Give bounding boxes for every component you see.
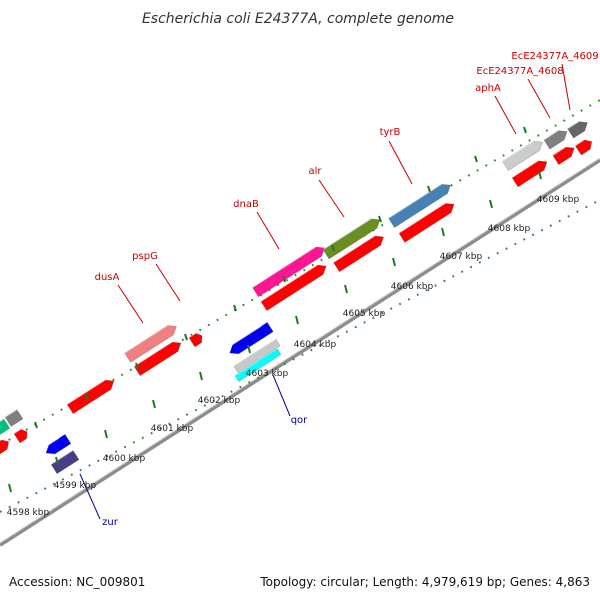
gene-label-dnaB: dnaB <box>233 199 259 210</box>
kbp-tick-mark-5 <box>247 344 251 354</box>
outer-ring-tick-1 <box>85 393 89 401</box>
gene-bar-EcE24377A_4608 <box>543 130 568 150</box>
feature-layer <box>0 121 593 475</box>
leader-line-dnaB <box>256 211 280 250</box>
gene-bar-aphA <box>502 140 543 171</box>
kbp-tick-label: 4601 kbp <box>151 424 194 434</box>
gene-bar-EcE24377A_4609 <box>567 121 588 139</box>
genome-summary-text: Topology: circular; Length: 4,979,619 bp… <box>259 575 590 589</box>
leader-line-EcE24377A_4608 <box>527 78 551 119</box>
gene-bar-tyrB <box>388 183 451 228</box>
kbp-tick-label: 4600 kbp <box>103 454 146 464</box>
kbp-tick-label: 4605 kbp <box>343 309 386 319</box>
outer-ring-tick-10 <box>523 126 527 134</box>
outer-ring-tick-2 <box>135 362 139 370</box>
gene-label-aphA: aphA <box>475 83 501 94</box>
kbp-tick-mark-4 <box>199 371 203 381</box>
kbp-tick-label: 4609 kbp <box>537 195 580 205</box>
gene-label-EcE24377A_4609: EcE24377A_4609 <box>511 51 598 62</box>
backbone-line <box>0 158 600 547</box>
cds-forward-3 <box>333 235 384 273</box>
leader-line-tyrB <box>388 140 413 185</box>
gene-bar-reverse-blue <box>226 321 274 355</box>
gene-bar-left-gray <box>4 409 24 427</box>
gene-label-pspG: pspG <box>132 251 158 262</box>
kbp-tick-mark-2 <box>104 429 108 439</box>
kbp-tick-label: 4602 kbp <box>198 396 241 406</box>
kbp-tick-label: 4606 kbp <box>391 282 434 292</box>
kbp-tick-label: 4603 kbp <box>246 369 289 379</box>
gene-bar-pspG <box>124 324 177 363</box>
gene-bar-zur <box>50 449 80 475</box>
kbp-tick-label: 4598 kbp <box>7 508 50 518</box>
outer-ring-tick-9 <box>474 155 478 163</box>
gene-bar-zur-upper <box>42 433 72 455</box>
gene-label-qor: qor <box>291 415 308 426</box>
cds-forward-6 <box>552 146 575 165</box>
gene-bar-reverse-gray <box>233 338 281 374</box>
kbp-tick-mark-7 <box>344 284 348 294</box>
gene-label-EcE24377A_4608: EcE24377A_4608 <box>476 66 563 77</box>
outer-ring-tick-5 <box>282 275 286 283</box>
gene-bar-qor <box>234 348 282 382</box>
accession-text: Accession: NC_009801 <box>9 575 145 589</box>
kbp-tick-label: 4599 kbp <box>54 481 97 491</box>
tick-layer: 4598 kbp 4599 kbp 4600 kbp 4601 kbp 4602 kbp… <box>7 126 580 518</box>
kbp-tick-mark-11 <box>538 170 542 180</box>
kbp-tick-mark-10 <box>489 199 493 209</box>
gene-label-zur: zur <box>102 517 119 528</box>
leader-line-EcE24377A_4609 <box>561 63 571 111</box>
map-ring-layer <box>0 99 600 547</box>
guide-dots-inner <box>0 199 600 513</box>
map-title: Escherichia coli E24377A, complete genom… <box>142 11 454 27</box>
cds-forward-1 <box>133 341 182 377</box>
gene-bar-left-teal <box>0 418 11 438</box>
leader-line-aphA <box>494 95 517 135</box>
kbp-tick-mark-8 <box>392 257 396 267</box>
kbp-tick-mark-0 <box>8 483 12 493</box>
gene-label-layer: dusA pspG dnaB alr tyrB aphA EcE24377A_4608 EcE… <box>79 51 599 528</box>
cds-forward-9 <box>13 428 28 444</box>
kbp-tick-mark-6 <box>295 315 299 325</box>
cds-forward-10 <box>0 439 10 456</box>
backbone-highlight <box>0 157 600 544</box>
gene-label-alr: alr <box>308 166 322 177</box>
cds-forward-0 <box>66 379 115 415</box>
cds-forward-4 <box>398 202 455 243</box>
outer-ring-tick-8 <box>427 185 431 193</box>
leader-line-dusA <box>117 284 144 324</box>
cds-forward-2 <box>260 264 327 312</box>
cds-forward-5 <box>511 160 548 188</box>
leader-line-qor <box>272 374 291 417</box>
gene-bar-dnaB <box>252 246 325 298</box>
cds-forward-8 <box>188 332 203 348</box>
kbp-tick-mark-3 <box>152 399 156 409</box>
gene-label-tyrB: tyrB <box>380 127 401 138</box>
kbp-tick-label: 4607 kbp <box>440 252 483 262</box>
gene-bar-alr <box>322 218 381 260</box>
leader-line-pspG <box>155 263 181 302</box>
kbp-tick-label: 4604 kbp <box>294 340 337 350</box>
outer-ring-tick-0 <box>34 421 38 429</box>
kbp-tick-mark-9 <box>441 227 445 237</box>
cds-forward-7 <box>574 139 593 156</box>
outer-ring-tick-3 <box>184 333 188 341</box>
leader-line-zur <box>79 473 101 520</box>
outer-ring-tick-7 <box>378 215 382 223</box>
kbp-tick-mark-1 <box>55 456 59 466</box>
leader-line-alr <box>318 179 345 218</box>
kbp-tick-label: 4608 kbp <box>488 224 531 234</box>
outer-ring-tick-4 <box>233 304 237 312</box>
outer-ring-tick-6 <box>331 244 335 252</box>
gene-label-dusA: dusA <box>95 272 120 283</box>
